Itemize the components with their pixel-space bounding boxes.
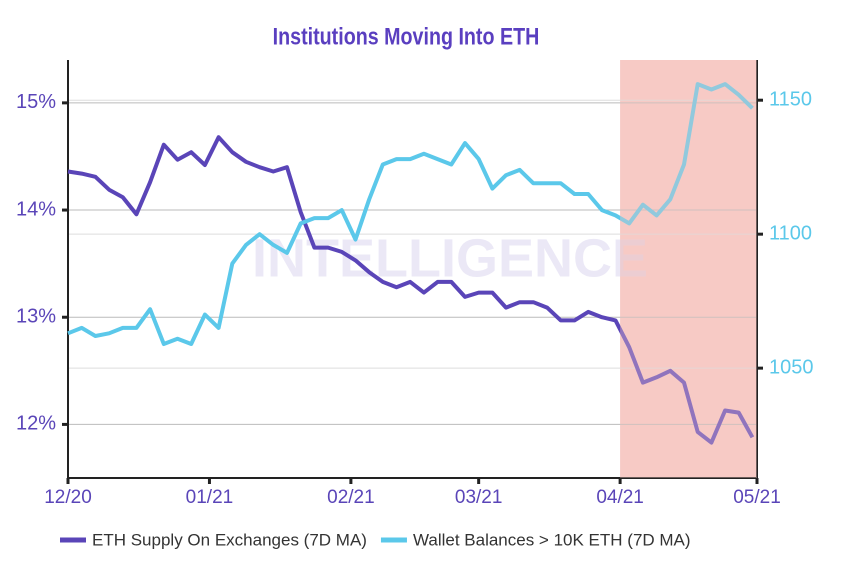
x-tick-label: 02/21	[327, 487, 375, 508]
legend-label: ETH Supply On Exchanges (7D MA)	[92, 530, 367, 549]
legend-label: Wallet Balances > 10K ETH (7D MA)	[413, 530, 691, 549]
y2-tick-label: 1150	[769, 88, 812, 110]
x-tick-label: 03/21	[455, 487, 503, 508]
x-tick-label: 01/21	[186, 487, 234, 508]
highlight-tint	[620, 60, 757, 478]
x-tick-label: 04/21	[596, 487, 644, 508]
x-tick-label: 12/20	[44, 487, 92, 508]
y-tick-label: 12%	[16, 413, 56, 435]
y2-tick-label: 1050	[769, 356, 814, 378]
chart-title: Institutions Moving Into ETH	[273, 22, 540, 49]
x-tick-label: 05/21	[733, 487, 781, 508]
y-tick-label: 13%	[16, 306, 56, 328]
y2-tick-label: 1100	[769, 222, 812, 244]
y-tick-label: 15%	[16, 91, 56, 113]
watermark: INTELLIGENCE	[252, 228, 648, 288]
y-tick-label: 14%	[16, 198, 56, 220]
series-line	[67, 82, 754, 346]
series-line	[67, 135, 755, 445]
